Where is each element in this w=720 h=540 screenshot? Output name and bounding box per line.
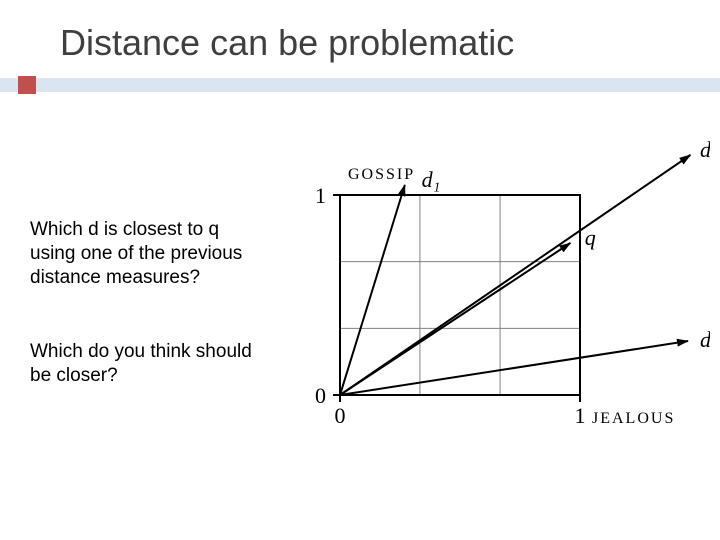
svg-text:d₁: d₁ xyxy=(422,167,441,192)
svg-text:0: 0 xyxy=(315,383,326,408)
question-2: Which do you think should be closer? xyxy=(30,340,256,388)
svg-text:d₂: d₂ xyxy=(700,137,710,162)
accent-bar xyxy=(0,78,720,92)
svg-text:d₃: d₃ xyxy=(700,327,710,352)
vector-chart: 0 1 0 1 GOSSIP JEALOUS d₁ d₂ q d₃ xyxy=(270,115,710,435)
svg-text:1: 1 xyxy=(315,183,326,208)
svg-text:q: q xyxy=(585,225,596,250)
slide-title: Distance can be problematic xyxy=(60,22,514,64)
question-1: Which d is closest to q using one of the… xyxy=(30,218,256,289)
svg-text:0: 0 xyxy=(335,403,346,428)
svg-text:GOSSIP: GOSSIP xyxy=(348,166,415,183)
accent-square xyxy=(18,76,36,94)
svg-text:1: 1 xyxy=(575,403,586,428)
svg-text:JEALOUS: JEALOUS xyxy=(592,410,675,427)
